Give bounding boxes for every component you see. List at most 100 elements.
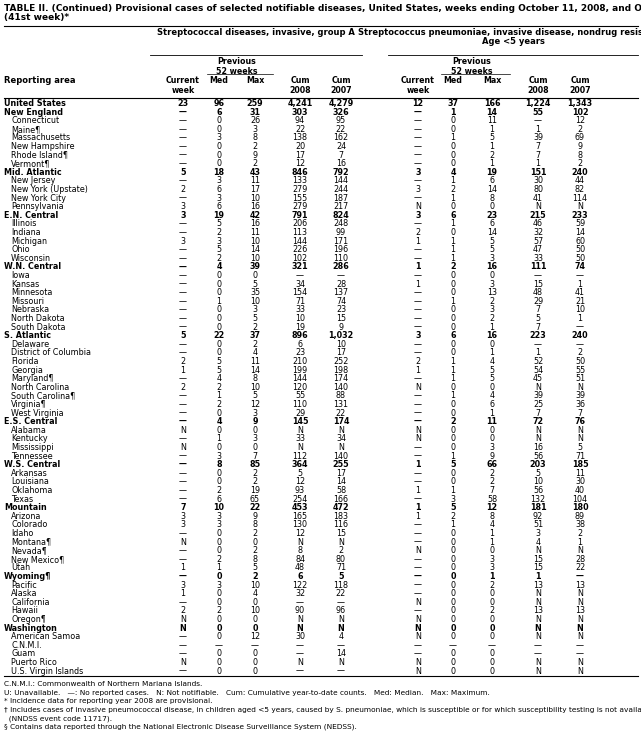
Text: 0: 0 (217, 443, 222, 452)
Text: —: — (414, 581, 422, 590)
Text: —: — (179, 632, 187, 641)
Text: Guam: Guam (11, 649, 35, 658)
Text: 17: 17 (250, 185, 260, 194)
Text: 52: 52 (533, 357, 543, 366)
Text: —: — (179, 434, 187, 443)
Text: Arizona: Arizona (11, 512, 42, 521)
Text: Michigan: Michigan (11, 236, 47, 245)
Text: 0: 0 (490, 649, 494, 658)
Text: New England: New England (4, 108, 63, 116)
Text: Montana¶: Montana¶ (11, 538, 51, 547)
Text: 11: 11 (575, 469, 585, 478)
Text: 1: 1 (181, 365, 185, 374)
Text: 104: 104 (572, 495, 588, 504)
Text: 42: 42 (249, 211, 260, 220)
Text: —: — (296, 649, 304, 658)
Text: —: — (337, 598, 345, 607)
Text: 0: 0 (451, 658, 456, 667)
Text: 37: 37 (447, 99, 458, 108)
Text: 0: 0 (451, 159, 456, 168)
Text: 3: 3 (451, 495, 456, 504)
Text: 16: 16 (533, 443, 543, 452)
Text: N: N (577, 667, 583, 676)
Text: C.N.M.I.: C.N.M.I. (11, 641, 42, 650)
Text: 8: 8 (253, 520, 258, 529)
Text: N: N (297, 538, 303, 547)
Text: 1: 1 (451, 245, 456, 254)
Text: 80: 80 (533, 185, 543, 194)
Text: 14: 14 (250, 365, 260, 374)
Text: 1: 1 (451, 391, 456, 400)
Text: Wyoming¶: Wyoming¶ (4, 572, 51, 581)
Text: 6: 6 (490, 177, 494, 186)
Text: 92: 92 (533, 512, 543, 521)
Text: 1: 1 (451, 236, 456, 245)
Text: —: — (414, 125, 422, 134)
Text: 0: 0 (451, 555, 456, 564)
Text: 1: 1 (451, 134, 456, 143)
Text: Indiana: Indiana (11, 228, 40, 237)
Text: 93: 93 (295, 486, 305, 495)
Text: 2: 2 (217, 254, 222, 263)
Text: 3: 3 (217, 134, 222, 143)
Text: 6: 6 (490, 400, 494, 409)
Text: 13: 13 (533, 581, 543, 590)
Text: 1: 1 (415, 461, 420, 469)
Text: 72: 72 (533, 418, 544, 427)
Text: 180: 180 (572, 503, 588, 512)
Text: South Carolina¶: South Carolina¶ (11, 391, 75, 400)
Text: 1: 1 (217, 297, 222, 306)
Text: 95: 95 (336, 116, 346, 125)
Text: 2: 2 (180, 357, 185, 366)
Text: —: — (414, 555, 422, 564)
Text: 7: 7 (535, 150, 540, 159)
Text: 2: 2 (451, 185, 456, 194)
Text: 5: 5 (297, 469, 303, 478)
Text: 4: 4 (490, 391, 494, 400)
Text: 71: 71 (336, 563, 346, 572)
Text: —: — (179, 598, 187, 607)
Text: 1: 1 (535, 159, 540, 168)
Text: 22: 22 (249, 503, 261, 512)
Text: 5: 5 (253, 314, 258, 323)
Text: 198: 198 (333, 365, 349, 374)
Text: 14: 14 (487, 228, 497, 237)
Text: 9: 9 (253, 512, 258, 521)
Text: 22: 22 (213, 331, 224, 341)
Text: N: N (415, 426, 421, 435)
Text: 38: 38 (575, 520, 585, 529)
Text: 0: 0 (451, 408, 456, 418)
Text: 12: 12 (487, 503, 497, 512)
Text: 89: 89 (575, 512, 585, 521)
Text: U.S. Virgin Islands: U.S. Virgin Islands (11, 667, 83, 676)
Text: Arkansas: Arkansas (11, 469, 47, 478)
Text: —: — (414, 451, 422, 461)
Text: N: N (180, 426, 186, 435)
Text: 144: 144 (292, 236, 308, 245)
Text: 17: 17 (336, 348, 346, 357)
Text: 0: 0 (450, 624, 456, 633)
Text: 12: 12 (295, 477, 305, 486)
Text: 203: 203 (529, 461, 546, 469)
Text: Louisiana: Louisiana (11, 477, 49, 486)
Text: 792: 792 (333, 168, 349, 177)
Text: 6: 6 (217, 185, 222, 194)
Text: —: — (179, 245, 187, 254)
Text: N: N (535, 589, 541, 598)
Text: Rhode Island¶: Rhode Island¶ (11, 150, 68, 159)
Text: 19: 19 (213, 211, 224, 220)
Text: 45: 45 (533, 374, 543, 384)
Text: 24: 24 (336, 142, 346, 151)
Text: 96: 96 (213, 99, 224, 108)
Text: 3: 3 (181, 520, 185, 529)
Text: Oklahoma: Oklahoma (11, 486, 53, 495)
Text: 3: 3 (415, 331, 420, 341)
Text: 199: 199 (292, 365, 308, 374)
Text: 1: 1 (535, 572, 541, 581)
Text: 223: 223 (529, 331, 546, 341)
Text: N: N (535, 632, 541, 641)
Text: 846: 846 (292, 168, 308, 177)
Text: 1: 1 (451, 486, 456, 495)
Text: 226: 226 (292, 245, 308, 254)
Text: 6: 6 (450, 211, 456, 220)
